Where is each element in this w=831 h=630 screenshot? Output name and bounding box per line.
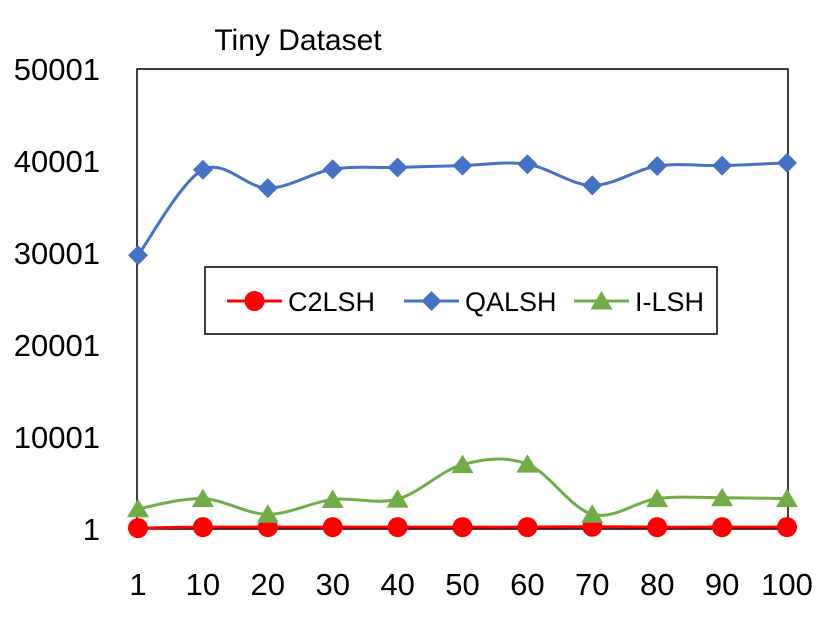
data-point-qalsh [128, 245, 148, 266]
legend-marker-qalsh [421, 291, 442, 311]
x-tick-label: 50 [445, 567, 479, 602]
data-point-c2lsh [128, 518, 148, 539]
legend-box [204, 266, 718, 335]
x-axis-ticks: 1 10 20 30 40 50 60 70 80 90 100 [129, 567, 812, 602]
data-point-i-lsh [321, 489, 344, 509]
legend-marker-i-lsh [590, 291, 613, 310]
x-tick-label: 70 [575, 567, 609, 602]
data-point-qalsh [647, 156, 668, 177]
data-point-c2lsh [777, 517, 797, 538]
x-tick-label: 90 [705, 567, 739, 602]
x-tick-label: 10 [186, 567, 220, 602]
data-point-qalsh [582, 175, 603, 196]
data-point-qalsh [387, 157, 408, 178]
data-point-i-lsh [776, 488, 798, 508]
data-point-qalsh [777, 152, 797, 173]
x-tick-label: 20 [251, 567, 285, 602]
data-point-i-lsh [516, 454, 539, 473]
x-tick-label: 100 [761, 567, 813, 602]
y-tick-label: 10001 [14, 420, 100, 455]
x-tick-label: 30 [315, 567, 349, 602]
data-point-c2lsh [712, 517, 733, 538]
series-lines [136, 161, 788, 530]
x-tick-label: 80 [640, 567, 674, 602]
x-tick-label: 1 [129, 567, 146, 602]
data-point-i-lsh [581, 504, 604, 523]
data-point-c2lsh [452, 517, 473, 538]
y-tick-label: 40001 [14, 144, 100, 179]
data-point-qalsh [322, 159, 343, 180]
data-point-c2lsh [517, 517, 538, 538]
y-tick-label: 20001 [14, 328, 100, 363]
data-point-i-lsh [451, 454, 474, 474]
y-tick-label: 1 [83, 512, 100, 547]
legend-label-qalsh: QALSH [465, 287, 557, 317]
data-point-qalsh [452, 155, 473, 176]
data-point-c2lsh [192, 517, 213, 538]
data-point-i-lsh [256, 504, 279, 523]
x-tick-label: 40 [380, 567, 414, 602]
legend-label-i-lsh: I-LSH [635, 287, 704, 317]
data-point-qalsh [192, 159, 213, 180]
series-markers [127, 152, 798, 539]
data-point-c2lsh [322, 517, 343, 538]
y-tick-label: 30001 [14, 236, 100, 271]
data-point-i-lsh [191, 488, 214, 508]
y-axis-ticks: 1 10001 20001 30001 40001 50001 [14, 52, 100, 547]
data-point-qalsh [257, 178, 278, 199]
x-tick-label: 60 [510, 567, 544, 602]
data-point-i-lsh [386, 489, 409, 508]
data-point-i-lsh [646, 488, 669, 508]
data-point-qalsh [712, 155, 733, 176]
legend-label-c2lsh: C2LSH [288, 287, 375, 317]
data-point-i-lsh [127, 498, 149, 518]
legend: C2LSH QALSH I-LSH [204, 266, 718, 335]
data-point-c2lsh [647, 517, 668, 538]
data-point-qalsh [517, 154, 538, 175]
chart-title: Tiny Dataset [214, 24, 382, 57]
data-point-c2lsh [387, 517, 408, 538]
legend-marker-c2lsh [244, 291, 265, 311]
data-point-i-lsh [711, 487, 734, 507]
series-line-qalsh [136, 161, 788, 257]
y-tick-label: 50001 [14, 52, 100, 87]
